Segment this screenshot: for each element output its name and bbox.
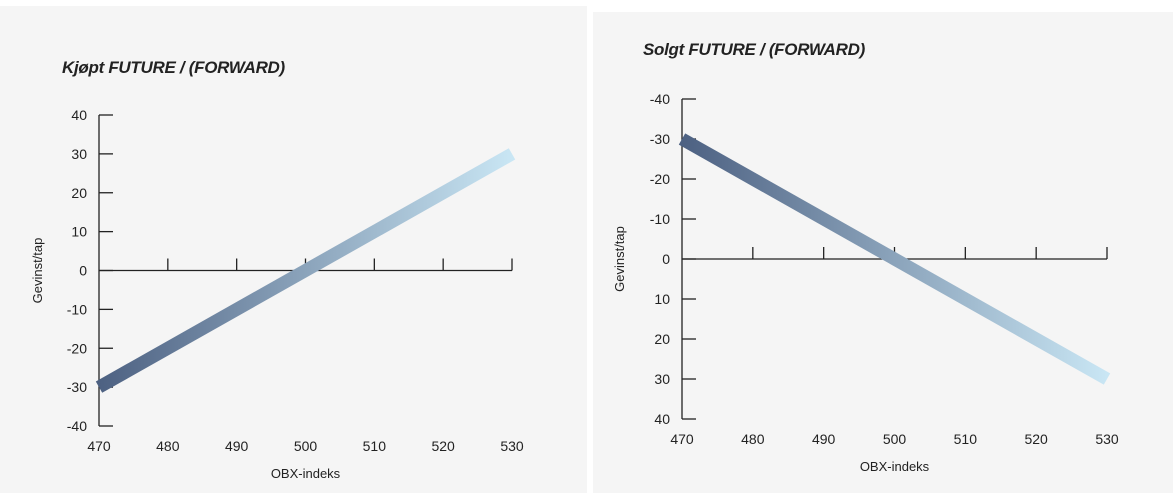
y-tick-label: -40	[67, 418, 87, 434]
y-tick-label: -20	[67, 340, 87, 356]
y-tick-label: -30	[67, 379, 87, 395]
x-tick-label: 490	[225, 438, 249, 454]
y-tick-label: -10	[650, 211, 670, 227]
y-tick-label: 20	[654, 331, 670, 347]
y-tick-label: 40	[71, 107, 87, 123]
y-axis-label: Gevinst/tap	[30, 238, 45, 304]
chart-title: Solgt FUTURE / (FORWARD)	[643, 40, 865, 59]
x-tick-label: 480	[156, 438, 180, 454]
x-tick-label: 480	[741, 431, 765, 447]
x-tick-label: 470	[87, 438, 111, 454]
y-tick-label: 10	[654, 291, 670, 307]
y-tick-label: -10	[67, 301, 87, 317]
y-tick-label: 30	[654, 371, 670, 387]
y-tick-label: 0	[79, 263, 87, 279]
y-tick-label: -30	[650, 131, 670, 147]
x-axis-label: OBX-indeks	[860, 459, 930, 474]
series-line	[95, 148, 516, 393]
x-tick-label: 520	[1024, 431, 1048, 447]
y-tick-label: -40	[650, 91, 670, 107]
x-tick-label: 510	[363, 438, 387, 454]
x-tick-label: 530	[500, 438, 524, 454]
y-tick-label: -20	[650, 171, 670, 187]
y-tick-label: 30	[71, 146, 87, 162]
chart-panel-bought: Kjøpt FUTURE / (FORWARD) 40 30 20 10 0 -10 -20…	[0, 6, 587, 493]
x-tick-label: 470	[670, 431, 694, 447]
chart-panel-sold: Solgt FUTURE / (FORWARD) -40 -30 -20 -10 0 10…	[593, 12, 1173, 493]
x-tick-label: 520	[431, 438, 455, 454]
y-tick-label: 0	[662, 251, 670, 267]
x-tick-label: 510	[954, 431, 978, 447]
x-axis-label: OBX-indeks	[271, 466, 341, 481]
x-tick-label: 530	[1095, 431, 1119, 447]
y-tick-label: 40	[654, 411, 670, 427]
x-tick-label: 490	[812, 431, 836, 447]
y-tick-label: 10	[71, 224, 87, 240]
x-tick-label: 500	[883, 431, 907, 447]
x-tick-label: 500	[294, 438, 318, 454]
chart-title: Kjøpt FUTURE / (FORWARD)	[62, 58, 285, 77]
y-axis-label: Gevinst/tap	[612, 226, 627, 292]
y-tick-label: 20	[71, 185, 87, 201]
series-line	[678, 133, 1111, 385]
